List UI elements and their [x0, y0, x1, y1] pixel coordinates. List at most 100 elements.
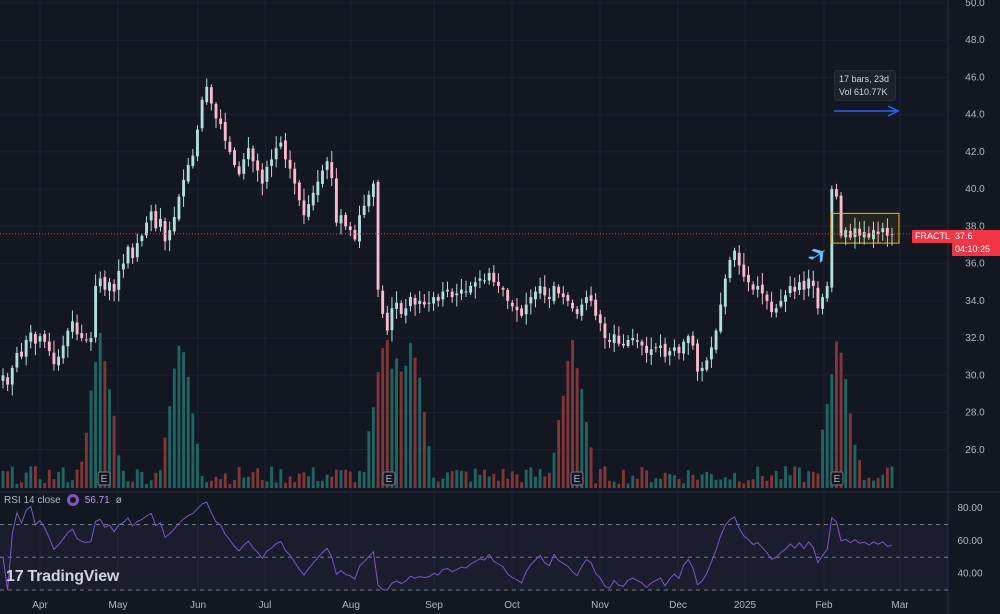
candle[interactable] [534, 286, 537, 308]
candle[interactable] [117, 259, 121, 302]
candle[interactable] [367, 190, 371, 213]
candle[interactable] [270, 149, 273, 178]
candle[interactable] [233, 147, 236, 168]
candle[interactable] [788, 276, 792, 298]
candle[interactable] [821, 293, 824, 315]
candle[interactable] [483, 273, 486, 285]
candle[interactable] [700, 361, 704, 382]
candle[interactable] [612, 324, 616, 353]
candle[interactable] [237, 161, 241, 177]
candle[interactable] [529, 289, 533, 315]
candle[interactable] [158, 207, 162, 232]
candle[interactable] [6, 372, 10, 392]
time-axis[interactable]: Apr May Jun Jul Aug Sep Oct Nov Dec 2025 Feb Mar [32, 600, 909, 611]
candle[interactable] [399, 300, 403, 318]
candle[interactable] [723, 274, 727, 315]
candle[interactable] [121, 254, 125, 278]
candle[interactable] [191, 148, 195, 169]
candle[interactable] [84, 332, 88, 343]
candle[interactable] [80, 324, 84, 342]
candle[interactable] [251, 145, 255, 173]
candle[interactable] [719, 292, 723, 334]
candle[interactable] [686, 334, 690, 355]
candle[interactable] [876, 221, 880, 243]
candle[interactable] [682, 339, 686, 361]
candle[interactable] [867, 226, 871, 241]
candle[interactable] [274, 136, 278, 168]
candle[interactable] [770, 291, 774, 318]
candle[interactable] [622, 334, 625, 349]
candle[interactable] [131, 243, 135, 264]
candle[interactable] [427, 291, 431, 312]
candle[interactable] [321, 164, 324, 188]
candle[interactable] [284, 132, 287, 168]
earnings-marker[interactable]: E [382, 471, 396, 486]
candle[interactable] [510, 299, 514, 312]
candle[interactable] [149, 204, 153, 232]
candle[interactable] [325, 156, 329, 180]
candle[interactable] [103, 270, 107, 297]
candle[interactable] [635, 333, 639, 349]
candle[interactable] [779, 289, 783, 309]
candle[interactable] [571, 299, 574, 312]
candle[interactable] [890, 227, 894, 246]
candle[interactable] [196, 125, 199, 162]
candle[interactable] [381, 285, 385, 319]
earnings-marker[interactable]: E [570, 471, 584, 486]
candle[interactable] [469, 281, 473, 296]
candle[interactable] [677, 343, 681, 360]
earnings-marker[interactable]: E [830, 471, 844, 486]
candle[interactable] [774, 303, 778, 318]
candle[interactable] [473, 276, 477, 299]
candle[interactable] [20, 343, 23, 360]
candle[interactable] [126, 244, 130, 269]
candle[interactable] [455, 283, 459, 307]
candle[interactable] [640, 339, 644, 356]
candle[interactable] [547, 288, 551, 309]
candle[interactable] [580, 298, 584, 321]
candle[interactable] [784, 290, 787, 313]
candle[interactable] [862, 220, 866, 245]
candle[interactable] [830, 185, 834, 293]
candle[interactable] [584, 290, 588, 311]
candle[interactable] [135, 233, 139, 262]
candle[interactable] [617, 326, 621, 347]
candle[interactable] [395, 291, 399, 319]
candle[interactable] [154, 204, 158, 232]
candle[interactable] [663, 337, 667, 363]
candle[interactable] [1, 368, 5, 389]
candle[interactable] [501, 285, 505, 297]
candle[interactable] [816, 281, 820, 315]
candle[interactable] [209, 84, 213, 111]
candle[interactable] [279, 136, 283, 150]
candle[interactable] [760, 272, 764, 305]
candle[interactable] [385, 305, 389, 335]
candle[interactable] [626, 335, 630, 348]
candle[interactable] [515, 298, 519, 322]
candle[interactable] [52, 340, 56, 371]
candle[interactable] [807, 269, 811, 297]
rsi-color-icon[interactable] [66, 494, 79, 506]
candle[interactable] [10, 365, 14, 396]
candle[interactable] [344, 212, 348, 230]
candle[interactable] [672, 339, 676, 357]
candle[interactable] [524, 292, 528, 325]
candle[interactable] [520, 304, 524, 318]
candle[interactable] [835, 183, 838, 200]
tradingview-logo[interactable]: 17 TradingView [6, 568, 119, 586]
candle[interactable] [557, 284, 561, 298]
candle[interactable] [765, 291, 769, 310]
rsi-legend[interactable]: RSI 14 close 56.71 ø [4, 494, 122, 506]
candle[interactable] [47, 332, 51, 356]
candle[interactable] [506, 287, 510, 310]
candle[interactable] [881, 222, 885, 241]
candle[interactable] [561, 286, 565, 305]
candle[interactable] [371, 180, 375, 207]
candle[interactable] [288, 150, 292, 179]
candle[interactable] [108, 277, 111, 301]
candle[interactable] [353, 224, 357, 242]
candle[interactable] [172, 206, 176, 235]
candle[interactable] [168, 221, 172, 252]
candle[interactable] [459, 278, 463, 301]
rsi-pane[interactable]: 40.00 60.00 80.00 [0, 501, 983, 591]
